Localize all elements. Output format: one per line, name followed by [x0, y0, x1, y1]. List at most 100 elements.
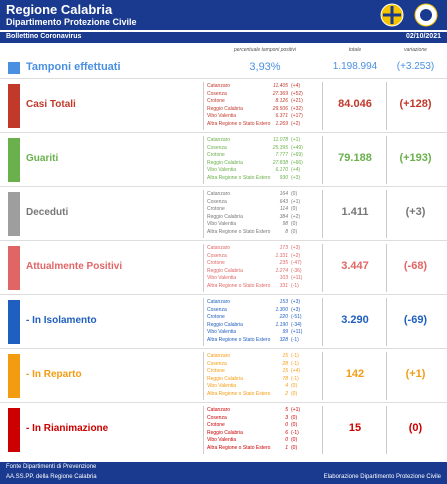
province: Cosenza — [207, 90, 227, 97]
section-label: Deceduti — [26, 207, 69, 218]
province-change: (-1) — [291, 353, 299, 359]
subtitle: Dipartimento Protezione Civile — [6, 17, 137, 27]
province-change: (+2) — [291, 121, 301, 127]
province-value: 173 — [279, 245, 288, 251]
province-change: (-47) — [291, 260, 302, 267]
separator — [0, 348, 447, 349]
province-change: (0) — [291, 221, 298, 228]
province-change: (+11) — [291, 329, 303, 336]
separator — [0, 240, 447, 241]
province-change: (+49) — [291, 144, 303, 151]
province: Cosenza — [207, 360, 227, 367]
divider — [322, 406, 323, 454]
province: Vibo Valentia — [207, 383, 237, 390]
province-change: (0) — [291, 445, 298, 451]
divider — [322, 298, 323, 346]
bulletin-bar — [0, 32, 447, 43]
tamponi-total: 1.198.994 — [332, 61, 378, 72]
col-change: variazione — [404, 47, 427, 53]
province-change: (-34) — [291, 321, 302, 328]
province-change: (-1) — [291, 283, 299, 289]
divider — [386, 136, 387, 184]
province: Catanzaro — [207, 407, 231, 413]
province-value: 384 — [279, 213, 288, 220]
province: Vibo Valentia — [207, 329, 237, 336]
province: Vibo Valentia — [207, 113, 237, 120]
divider — [322, 352, 323, 400]
section-total: 3.290 — [341, 314, 369, 326]
province-change: (-1) — [291, 429, 299, 436]
province-change: (-36) — [291, 267, 302, 274]
province-change: (+3) — [291, 245, 301, 251]
province-value: 29.506 — [272, 105, 288, 112]
logos — [380, 3, 438, 27]
province-value: 0 — [285, 422, 288, 429]
province: Cosenza — [207, 414, 227, 421]
province-value: 1.300 — [275, 306, 288, 313]
province: Vibo Valentia — [207, 437, 237, 444]
province-change: (+3) — [291, 306, 301, 313]
title: Regione Calabria — [6, 2, 113, 17]
province-change: (+3) — [291, 175, 301, 181]
section-marker — [8, 300, 20, 344]
province-change: (+69) — [291, 152, 303, 159]
province-value: 1 — [285, 445, 288, 451]
province-change: (+66) — [291, 159, 303, 166]
province: Cosenza — [207, 198, 227, 205]
province: Vibo Valentia — [207, 221, 237, 228]
province: Altra Regione o Stato Estero — [207, 121, 271, 127]
section-change: (-69) — [403, 314, 428, 326]
province: Reggio Calabria — [207, 267, 243, 274]
province-value: 1.331 — [275, 252, 288, 259]
province: Reggio Calabria — [207, 213, 243, 220]
province-change: (0) — [291, 437, 298, 444]
province: Cosenza — [207, 144, 227, 151]
divider — [386, 82, 387, 130]
province-value: 235 — [279, 260, 288, 267]
province: Crotone — [207, 368, 225, 375]
section-marker — [8, 138, 20, 182]
province-value: 1.269 — [275, 121, 288, 127]
col-percent: percentuale tamponi positivi — [234, 47, 296, 53]
province-change: (0) — [291, 391, 298, 397]
province-value: 11.405 — [273, 83, 288, 89]
section-label: Guariti — [26, 153, 59, 164]
province: Catanzaro — [207, 353, 231, 359]
province-change: (-51) — [291, 314, 302, 321]
province-value: 6 — [285, 429, 288, 436]
province: Crotone — [207, 98, 225, 105]
section-change: (+3) — [405, 206, 426, 218]
divider — [386, 190, 387, 238]
section-total: 142 — [345, 368, 365, 380]
province-value: 28 — [282, 360, 288, 367]
section-change: (+128) — [399, 98, 432, 110]
province: Catanzaro — [207, 191, 231, 197]
province: Vibo Valentia — [207, 167, 237, 174]
province-change: (+11) — [291, 275, 303, 282]
province: Reggio Calabria — [207, 375, 243, 382]
province-change: (+17) — [291, 113, 303, 120]
province: Crotone — [207, 314, 225, 321]
province-change: (+2) — [291, 252, 301, 259]
province-change: (+4) — [291, 167, 301, 174]
section-label: - In Isolamento — [26, 315, 97, 326]
bulletin-title: Bollettino Coronavirus — [6, 33, 82, 40]
province-value: 153 — [279, 299, 288, 305]
divider — [322, 190, 323, 238]
province-change: (+52) — [291, 90, 303, 97]
province: Reggio Calabria — [207, 105, 243, 112]
province: Altra Regione o Stato Estero — [207, 337, 271, 343]
province-value: 328 — [279, 337, 288, 343]
province-change: (-1) — [291, 375, 299, 382]
province: Catanzaro — [207, 137, 231, 143]
section-total: 15 — [348, 422, 362, 434]
province-value: 1.274 — [275, 267, 288, 274]
province: Altra Regione o Stato Estero — [207, 283, 271, 289]
province: Crotone — [207, 422, 225, 429]
province-value: 5 — [285, 407, 288, 413]
section-total: 3.447 — [341, 260, 369, 272]
section-change: (+1) — [405, 368, 426, 380]
province-value: 0 — [285, 437, 288, 444]
province-value: 220 — [279, 314, 288, 321]
